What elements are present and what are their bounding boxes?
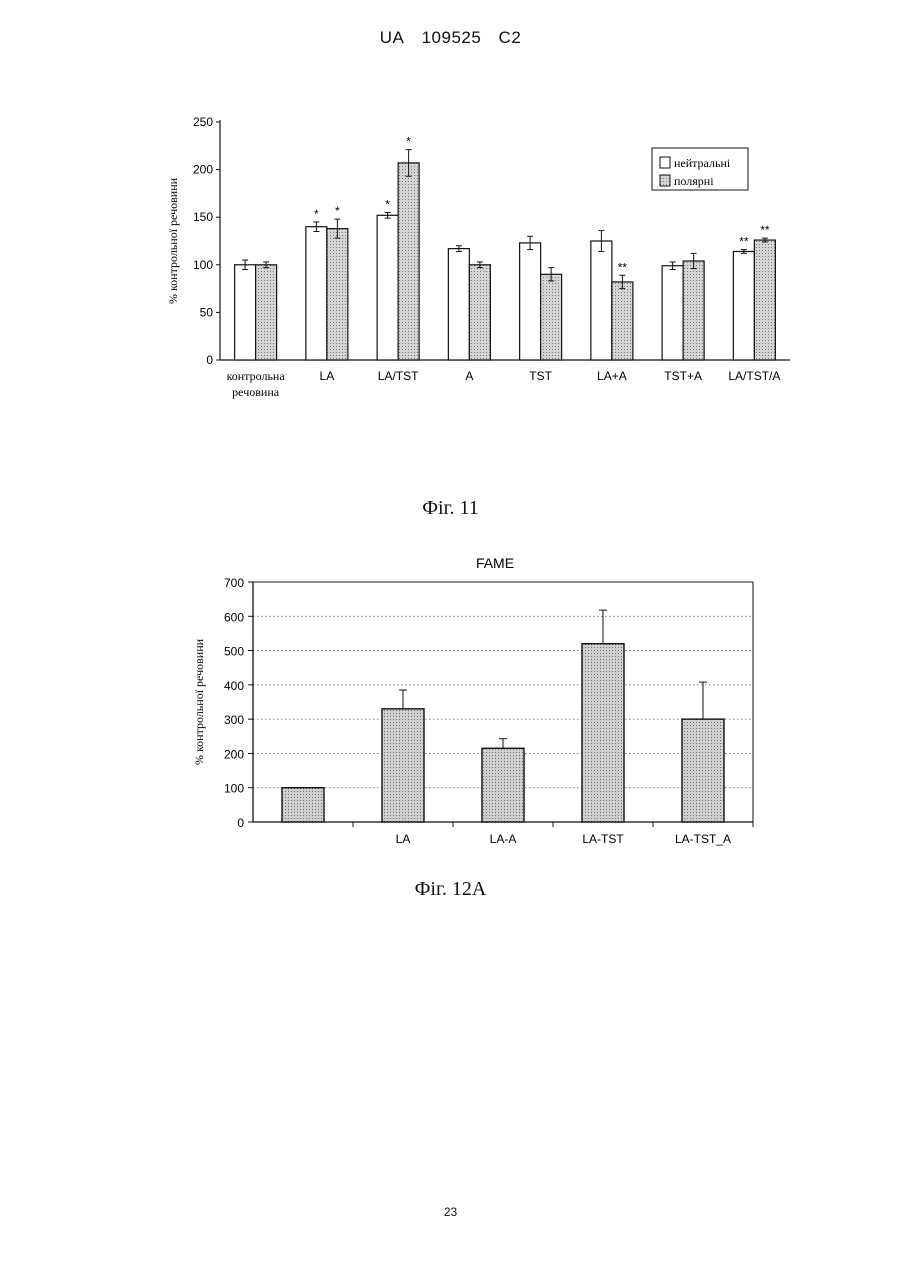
x-category-label: A xyxy=(465,369,473,383)
header-country: UA xyxy=(380,28,405,47)
bar-polar xyxy=(683,261,704,360)
significance-mark: * xyxy=(335,204,340,218)
y-tick-label: 0 xyxy=(206,353,213,367)
legend-swatch-neutral xyxy=(660,157,670,168)
x-category-label: LA/TST xyxy=(378,369,419,383)
bar-polar xyxy=(398,163,419,360)
chart-title: FAME xyxy=(476,555,514,571)
bar-neutral xyxy=(662,266,683,360)
x-category-label: TST xyxy=(529,369,552,383)
bar-neutral xyxy=(377,215,398,360)
y-tick-label: 400 xyxy=(224,679,244,693)
bar-polar xyxy=(612,282,633,360)
bar-neutral xyxy=(306,227,327,360)
y-tick-label: 200 xyxy=(193,163,213,177)
x-category-label: LA xyxy=(396,832,411,846)
y-tick-label: 100 xyxy=(193,258,213,272)
bar-neutral xyxy=(591,241,612,360)
bar-neutral xyxy=(520,243,541,360)
bar xyxy=(582,644,624,822)
bar-polar xyxy=(256,265,277,360)
bar-neutral xyxy=(235,265,256,360)
y-tick-label: 500 xyxy=(224,645,244,659)
y-tick-label: 200 xyxy=(224,747,244,761)
figure-11-caption: Фіг. 11 xyxy=(0,497,901,520)
significance-mark: * xyxy=(406,135,411,149)
y-tick-label: 300 xyxy=(224,713,244,727)
bar-polar xyxy=(469,265,490,360)
x-category-label: LA+A xyxy=(597,369,627,383)
significance-mark: * xyxy=(385,197,390,211)
header-number: 109525 xyxy=(422,28,482,47)
bar xyxy=(382,709,424,822)
y-tick-label: 100 xyxy=(224,782,244,796)
x-category-label: LA-TST_A xyxy=(675,832,731,846)
bar xyxy=(282,788,324,822)
x-category-label: LA-TST xyxy=(582,832,624,846)
y-tick-label: 600 xyxy=(224,610,244,624)
bar-neutral xyxy=(733,251,754,360)
x-category-label: LA-A xyxy=(490,832,517,846)
figure-12a-chart: FAME 0 100 200 300 400 500 600 700 % контрольної … xyxy=(0,545,901,865)
document-header: UA 109525 C2 xyxy=(0,28,901,48)
bar-polar xyxy=(327,229,348,360)
significance-mark: ** xyxy=(760,223,770,237)
y-tick-label: 50 xyxy=(200,305,214,319)
y-tick-label: 0 xyxy=(237,816,244,830)
x-category-label: контрольна xyxy=(227,369,286,383)
figure-11-chart: 0 50 100 150 200 250 % контрольної речовини кон… xyxy=(0,100,901,430)
significance-mark: * xyxy=(314,207,319,221)
x-category-label: речовина xyxy=(232,385,280,399)
y-tick-label: 150 xyxy=(193,210,213,224)
legend-label: полярні xyxy=(674,174,714,188)
significance-mark: ** xyxy=(739,235,749,249)
y-axis-label: % контрольної речовини xyxy=(166,177,180,304)
significance-mark: ** xyxy=(618,260,628,274)
y-tick-label: 700 xyxy=(224,576,244,590)
x-category-label: LA xyxy=(320,369,335,383)
bar-polar xyxy=(541,274,562,360)
x-category-label: TST+A xyxy=(664,369,702,383)
bar xyxy=(482,748,524,822)
legend-label: нейтральні xyxy=(674,156,731,170)
header-kind: C2 xyxy=(499,28,522,47)
figure-12a-caption: Фіг. 12А xyxy=(0,878,901,901)
x-category-label: LA/TST/A xyxy=(728,369,780,383)
bar-neutral xyxy=(448,249,469,360)
bar-polar xyxy=(754,240,775,360)
bar xyxy=(682,719,724,822)
y-axis-label: % контрольної речовини xyxy=(192,638,206,765)
legend-swatch-polar xyxy=(660,175,670,186)
y-tick-label: 250 xyxy=(193,115,213,129)
page-number: 23 xyxy=(0,1205,901,1219)
